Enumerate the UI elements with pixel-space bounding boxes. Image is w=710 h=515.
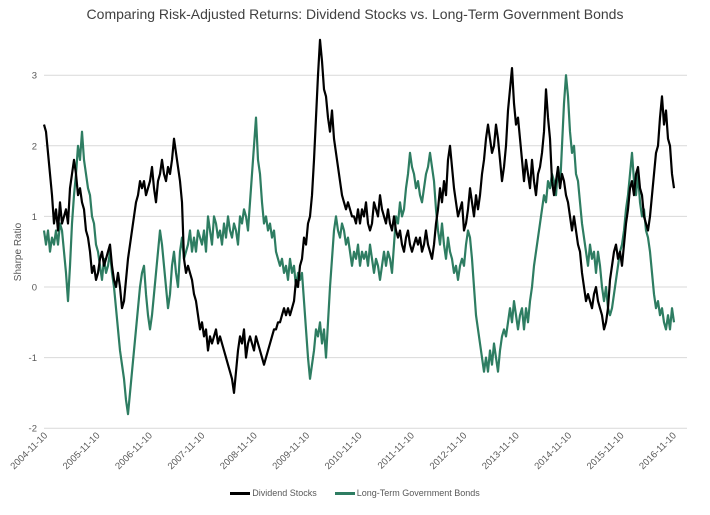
x-tick-label: 2004-11-10: [8, 430, 50, 472]
legend-label: Long-Term Government Bonds: [356, 488, 480, 498]
x-tick-label: 2014-11-10: [532, 430, 574, 472]
y-tick-label: 2: [32, 141, 37, 152]
x-tick-label: 2013-11-10: [480, 430, 522, 472]
legend-label: Dividend Stocks: [252, 488, 317, 498]
legend-item-dividend-stocks: Dividend Stocks: [230, 488, 317, 498]
y-tick-label: 1: [32, 212, 37, 223]
y-tick-label: -2: [29, 424, 37, 435]
x-tick-label: 2012-11-10: [428, 430, 470, 472]
x-tick-label: 2005-11-10: [61, 430, 103, 472]
legend-item-government-bonds: Long-Term Government Bonds: [334, 488, 480, 498]
x-tick-label: 2015-11-10: [585, 430, 627, 472]
series-lines: [42, 38, 676, 416]
legend-swatch-dividend: [230, 491, 251, 495]
series-line-government-bonds: [42, 74, 676, 416]
y-tick-labels: 3 2 1 0 -1 -2: [29, 71, 37, 435]
x-tick-label: 2007-11-10: [166, 430, 208, 472]
series-line-dividend-stocks: [42, 38, 676, 394]
y-tick-label: 3: [32, 71, 37, 82]
y-tick-label: -1: [29, 353, 37, 364]
x-tick-label: 2016-11-10: [637, 430, 679, 472]
chart-title: Comparing Risk-Adjusted Returns: Dividen…: [86, 6, 624, 22]
x-tick-label: 2006-11-10: [113, 430, 155, 472]
legend-swatch-bonds: [334, 491, 355, 495]
gridlines: [44, 74, 687, 429]
legend: Dividend Stocks Long-Term Government Bon…: [0, 488, 710, 498]
x-tick-labels: 2004-11-10 2005-11-10 2006-11-10 2007-11-10…: [8, 430, 678, 472]
x-tick-label: 2011-11-10: [376, 430, 417, 471]
y-tick-label: 0: [32, 283, 37, 294]
x-tick-label: 2008-11-10: [218, 430, 260, 472]
x-tick-label: 2010-11-10: [323, 430, 365, 472]
y-axis-title: Sharpe Ratio: [13, 222, 24, 281]
x-tick-label: 2009-11-10: [270, 430, 312, 472]
